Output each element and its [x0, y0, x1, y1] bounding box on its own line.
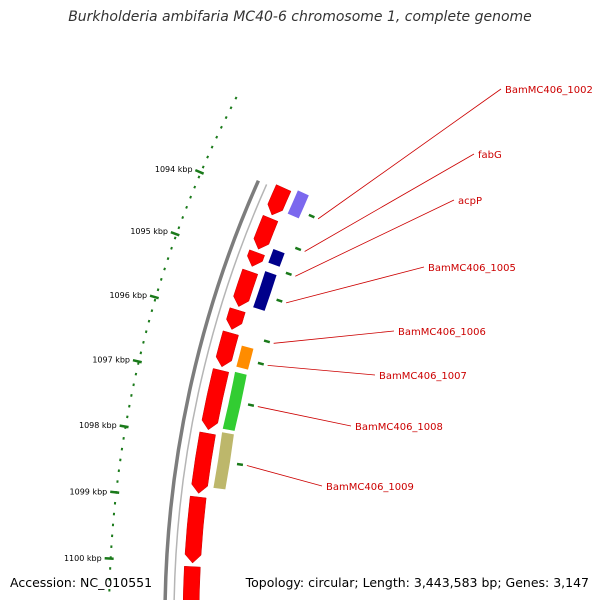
gene-label-bammc406-1006: BamMC406_1006	[398, 327, 486, 338]
ruler-label: 1100 kbp	[64, 554, 102, 563]
gene-leader-line	[257, 406, 352, 427]
ruler-dot	[197, 175, 201, 179]
ruler-dot	[163, 267, 166, 271]
ruler-dot	[170, 246, 173, 250]
topology-text: Topology: circular; Length: 3,443,583 bp…	[245, 575, 589, 590]
gene-leader-line	[295, 199, 455, 277]
gene-label-bammc406-1005: BamMC406_1005	[428, 263, 516, 274]
cds-arrow	[226, 307, 246, 330]
ruler-major-tick	[194, 168, 205, 175]
ruler-dot	[177, 226, 181, 230]
gene-labels: BamMC406_1002 fabG acpP BamMC406_1005 BamMC4…	[236, 85, 593, 493]
ruler-dot	[229, 106, 233, 110]
gene-tick	[285, 271, 292, 277]
backbone	[163, 179, 268, 600]
cds-arrow	[253, 214, 279, 250]
ruler-label: 1098 kbp	[79, 421, 117, 430]
gene-label-fabg: fabG	[478, 150, 502, 161]
ruler-major-tick	[170, 231, 180, 237]
feature-bar-green	[222, 371, 247, 431]
backbone-inner-line	[173, 184, 268, 600]
gene-label-bammc406-1002: BamMC406_1002	[505, 85, 593, 96]
accession-text: Accession: NC_010551	[10, 575, 153, 590]
ruler-dot	[201, 165, 205, 169]
ruler-dot	[153, 298, 157, 302]
gene-tick	[276, 298, 283, 303]
ruler-dot	[166, 257, 170, 261]
gene-tick	[263, 339, 271, 344]
ruler-label: 1097 kbp	[92, 356, 130, 365]
ruler-label: 1096 kbp	[109, 291, 147, 300]
gene-tick	[236, 462, 244, 467]
gene-label-acpp: acpP	[458, 196, 482, 207]
feature-bar-orange	[236, 345, 254, 370]
cds-arrow	[233, 268, 259, 307]
ruler-dot	[193, 185, 197, 189]
cds-arrow	[184, 495, 207, 564]
ruler-dot	[144, 330, 148, 334]
gene-leader-line	[304, 153, 475, 252]
cds-arrow	[191, 431, 216, 494]
ruler-label: 1095 kbp	[130, 227, 168, 236]
gene-leader-line	[285, 266, 425, 304]
gene-leader-line	[317, 88, 502, 220]
gene-leader-line	[246, 465, 323, 487]
feature-bar-khaki	[213, 432, 234, 490]
gene-tick	[294, 246, 302, 252]
gene-tick	[247, 403, 255, 407]
ruler-dot	[234, 96, 238, 100]
ruler-label: 1094 kbp	[155, 165, 193, 174]
feature-bar-navy	[253, 271, 277, 311]
gene-label-bammc406-1008: BamMC406_1008	[355, 422, 443, 433]
feature-track	[213, 190, 309, 490]
ruler-dot	[156, 288, 160, 292]
cds-arrow	[215, 330, 239, 368]
feature-bar-purple	[287, 190, 309, 219]
gene-label-bammc406-1009: BamMC406_1009	[326, 482, 414, 493]
backbone-outer-line	[163, 179, 260, 600]
cds-arrow	[182, 566, 201, 600]
ruler-dot	[181, 216, 185, 220]
cds-arrow	[201, 368, 230, 431]
cds-arrow	[247, 249, 265, 267]
ruler-dot	[210, 145, 214, 149]
ruler-dot	[219, 125, 223, 129]
ruler-dot	[224, 115, 228, 120]
ruler-label: 1099 kbp	[70, 487, 108, 496]
gene-tick	[308, 213, 315, 219]
ruler-major-tick	[110, 490, 120, 494]
ruler-dot	[215, 135, 219, 139]
gene-leader-line	[267, 365, 376, 376]
gene-label-bammc406-1007: BamMC406_1007	[379, 371, 467, 382]
ruler-major-tick	[132, 358, 142, 364]
gene-tick	[257, 361, 265, 366]
ruler-dot	[173, 236, 177, 240]
ruler-major-tick	[119, 424, 129, 429]
ruler-dot	[150, 309, 154, 313]
cds-arrow	[267, 184, 292, 216]
ruler-dot	[185, 205, 188, 209]
gene-leader-line	[273, 330, 395, 344]
feature-bar-navy	[268, 248, 285, 267]
ruler-dot	[147, 319, 151, 323]
cds-track	[182, 184, 292, 600]
kbp-ruler: 1094 kbp 1095 kbp 1096 kbp 1097 kbp 1098 kbp…	[64, 96, 238, 592]
map-title: Burkholderia ambifaria MC40-6 chromosome…	[68, 9, 532, 25]
ruler-dot	[189, 195, 193, 199]
ruler-dot	[206, 155, 210, 159]
ruler-dot	[159, 277, 163, 281]
ruler-major-tick	[149, 294, 160, 300]
